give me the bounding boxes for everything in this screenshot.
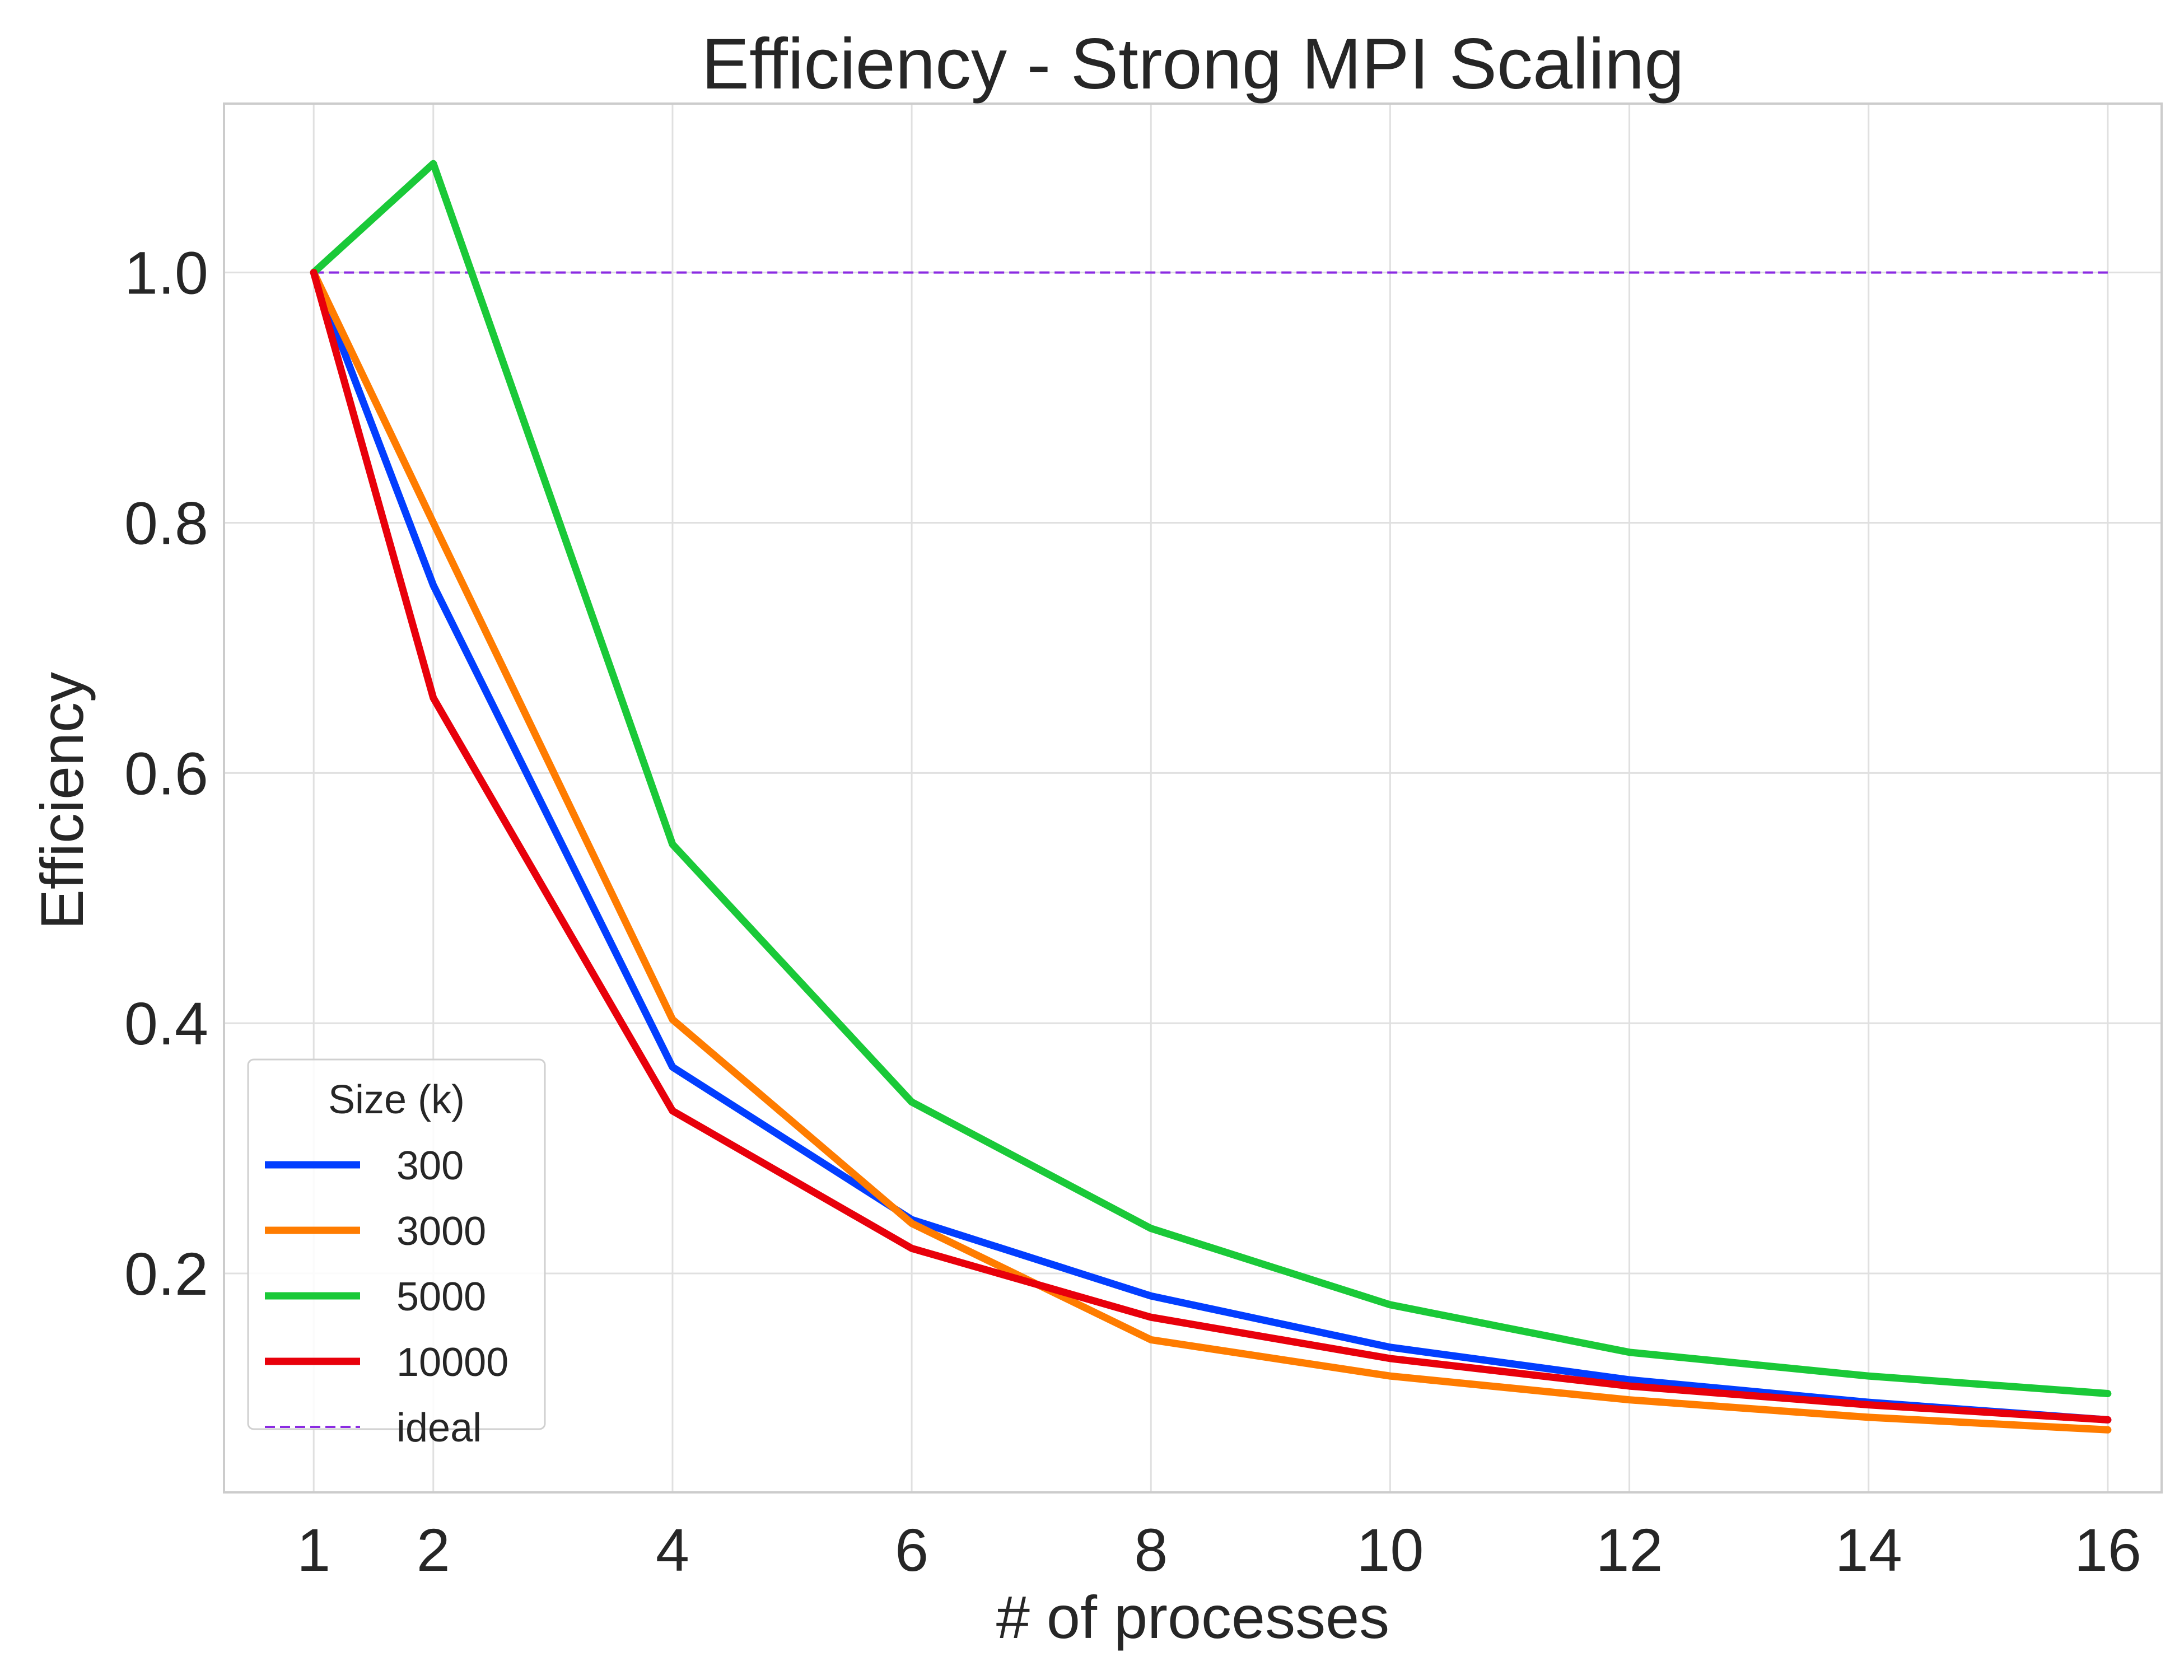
legend-label-ideal: ideal xyxy=(396,1406,482,1450)
legend-label-300: 300 xyxy=(396,1144,464,1188)
x-axis-label: # of processes xyxy=(996,1583,1389,1651)
series-line-300 xyxy=(310,269,2112,1424)
series-layer xyxy=(310,160,2112,1434)
x-tick-label: 10 xyxy=(1356,1516,1424,1584)
x-tick-label: 4 xyxy=(656,1516,689,1584)
x-tick-labels: 1 2 4 6 8 10 12 14 16 xyxy=(297,1516,2141,1584)
y-axis-label: Efficiency xyxy=(28,672,96,930)
series-line-10000 xyxy=(310,269,2112,1424)
legend-label-3000: 3000 xyxy=(396,1209,486,1254)
y-tick-label: 0.8 xyxy=(124,489,208,557)
x-tick-label: 2 xyxy=(417,1516,450,1584)
x-tick-label: 16 xyxy=(2074,1516,2141,1584)
y-tick-labels: 0.2 0.4 0.6 0.8 1.0 xyxy=(124,239,208,1308)
y-tick-label: 0.6 xyxy=(124,739,208,807)
chart-title: Efficiency - Strong MPI Scaling xyxy=(702,24,1684,104)
x-tick-label: 1 xyxy=(297,1516,330,1584)
plot-frame xyxy=(223,102,2163,1494)
series-line-3000 xyxy=(310,269,2112,1434)
legend-label-5000: 5000 xyxy=(396,1275,486,1319)
y-tick-label: 0.4 xyxy=(124,990,208,1057)
legend-title: Size (k) xyxy=(328,1077,465,1122)
x-tick-label: 6 xyxy=(895,1516,928,1584)
x-tick-label: 14 xyxy=(1835,1516,1902,1584)
legend-label-10000: 10000 xyxy=(396,1340,508,1385)
legend-box xyxy=(247,1058,546,1430)
y-tick-label: 1.0 xyxy=(124,239,208,307)
x-tick-label: 8 xyxy=(1134,1516,1168,1584)
legend-items: 300 3000 5000 10000 ideal xyxy=(265,1144,508,1450)
y-tick-label: 0.2 xyxy=(124,1240,208,1308)
legend: Size (k) 300 3000 5000 10000 ideal xyxy=(247,1058,546,1450)
series-line-5000 xyxy=(310,160,2112,1397)
x-tick-label: 12 xyxy=(1595,1516,1663,1584)
